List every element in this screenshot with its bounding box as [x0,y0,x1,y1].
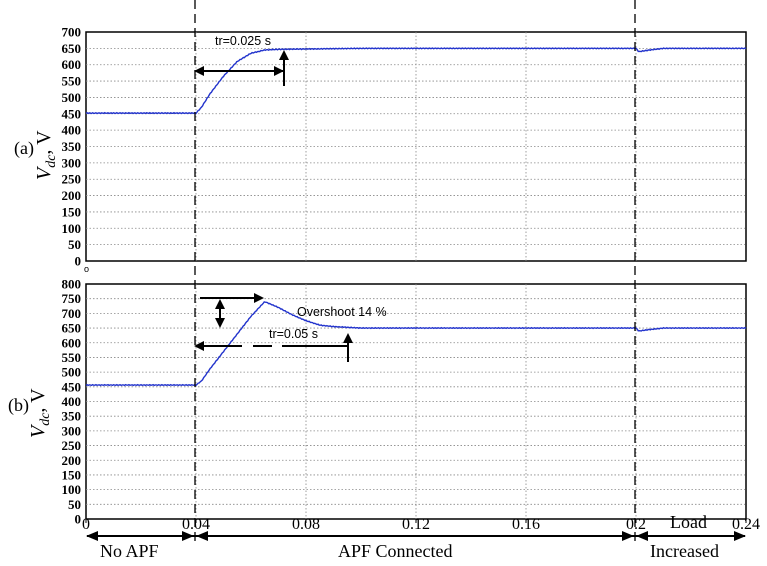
y-tick-label: 400 [62,394,82,409]
panel-b-ylabel-main: V [27,423,49,438]
x-tick-label: 0.24 [732,516,760,533]
y-tick-label: 250 [62,438,82,453]
y-tick-label: 450 [62,379,82,394]
panel-b-ylabel-unit: , V [27,388,49,413]
y-tick-label: 600 [62,335,82,350]
phase-label-no-apf: No APF [100,541,159,561]
y-tick-label: 50 [68,237,81,252]
y-tick-label: 350 [62,409,82,424]
panel-b-grid [86,284,746,519]
y-tick-label: 500 [62,90,82,105]
panel-b-label: (b) [8,395,29,416]
svg-text:Vdc, V: Vdc, V [27,388,53,438]
y-tick-label: 300 [62,423,82,438]
y-tick-label: 550 [62,74,82,89]
y-tick-label: 0 [75,512,82,527]
y-tick-label: 200 [62,188,82,203]
panel-a-rise-time-text: tr=0.025 s [215,34,271,48]
y-tick-label: 50 [68,497,81,512]
panel-a-ylabel-unit: , V [33,130,55,155]
x-tick-label: 0.2 [626,516,646,533]
phase-label-load: Load [670,512,707,532]
x-axis-ticks: 0 0.04 0.08 0.12 0.16 0.2 0.24 [82,516,760,533]
y-tick-label: 200 [62,453,82,468]
y-tick-label: 650 [62,321,82,336]
x-tick-label: 0 [82,516,90,533]
y-tick-label: 700 [62,306,82,321]
svg-text:Vdc, V: Vdc, V [33,130,59,180]
panel-a-ylabel-sub: dc [44,154,59,168]
panel-b-y-ticks: 0501001502002503003504004505005506006507… [62,277,82,527]
y-tick-label: 0 [75,254,82,269]
y-tick-label: 450 [62,106,82,121]
y-tick-label: 500 [62,365,82,380]
panel-b-rise-time-text: tr=0.05 s [269,327,318,341]
panel-b-vdc-line [85,301,747,387]
panel-b-y-axis-label: Vdc, V [27,388,53,438]
y-tick-label: 300 [62,155,82,170]
panel-a-vdc-line [85,47,747,115]
y-tick-label: 250 [62,172,82,187]
phase-label-increased: Increased [650,541,719,561]
panel-a-y-axis-label: Vdc, V [33,130,59,180]
x-tick-label: 0.04 [182,516,210,533]
x-tick-label: 0.16 [512,516,540,533]
bottom-left-mark: o [84,264,89,274]
y-tick-label: 150 [62,204,82,219]
panel-a-ylabel-main: V [33,165,55,180]
y-tick-label: 400 [62,123,82,138]
y-tick-label: 600 [62,57,82,72]
y-tick-label: 350 [62,139,82,154]
panel-a-grid [86,32,746,261]
y-tick-label: 650 [62,41,82,56]
x-tick-label: 0.12 [402,516,430,533]
y-tick-label: 100 [62,221,82,236]
y-tick-label: 100 [62,482,82,497]
y-tick-label: 550 [62,350,82,365]
x-tick-label: 0.08 [292,516,320,533]
panel-b-rise-time-arrows [194,333,353,362]
panel-a-label: (a) [14,138,34,159]
y-tick-label: 750 [62,291,82,306]
y-tick-label: 700 [62,25,82,40]
panel-b: 0501001502002503003504004505005506006507… [8,277,747,527]
panel-a-rise-time-arrows [194,50,289,86]
y-tick-label: 800 [62,277,82,292]
panel-b-ylabel-sub: dc [38,412,53,426]
panel-b-overshoot-text: Overshoot 14 % [297,305,387,319]
panel-b-overshoot-arrows [200,293,264,328]
y-tick-label: 150 [62,467,82,482]
phase-label-apf-connected: APF Connected [338,541,453,561]
